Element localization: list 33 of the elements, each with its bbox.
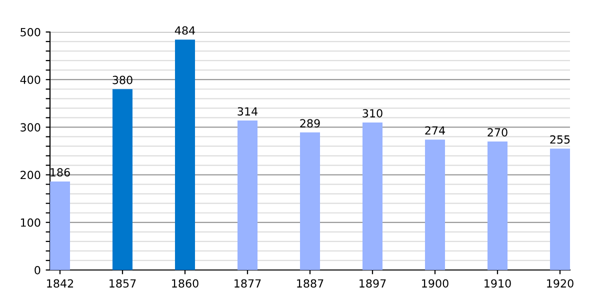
y-tick-label: 500: [20, 28, 40, 36]
data-label: 274: [425, 126, 445, 134]
x-tick-label: 1842: [47, 279, 74, 288]
x-tick-label: 1897: [360, 279, 386, 288]
data-label: 186: [50, 168, 70, 177]
bar: [425, 140, 445, 270]
bar: [488, 141, 508, 270]
data-label: 255: [550, 135, 570, 144]
x-tick-label: 1900: [422, 279, 448, 288]
bar: [238, 120, 258, 270]
bar: [50, 181, 70, 270]
x-tick-label: 1860: [172, 279, 198, 288]
y-tick-label: 0: [34, 266, 40, 274]
x-tick-label: 1920: [547, 279, 574, 288]
x-tick-label: 1857: [110, 279, 136, 288]
data-label: 310: [362, 109, 382, 118]
data-label: 484: [174, 26, 195, 35]
data-label: 314: [238, 107, 258, 116]
y-tick-label: 200: [20, 170, 40, 180]
bar: [362, 122, 382, 270]
x-tick-label: 1887: [297, 279, 324, 288]
y-tick-label: 400: [20, 76, 40, 84]
bar: [550, 148, 570, 270]
x-tick-label: 1910: [484, 279, 511, 288]
bar: [175, 40, 195, 270]
data-label: 289: [300, 119, 320, 128]
data-label: 380: [112, 76, 132, 84]
bar: [300, 132, 320, 270]
y-tick-label: 100: [20, 218, 40, 227]
x-tick-label: 1877: [234, 279, 261, 288]
bar: [112, 89, 132, 270]
data-label: 270: [488, 128, 508, 137]
y-tick-label: 300: [20, 123, 40, 132]
